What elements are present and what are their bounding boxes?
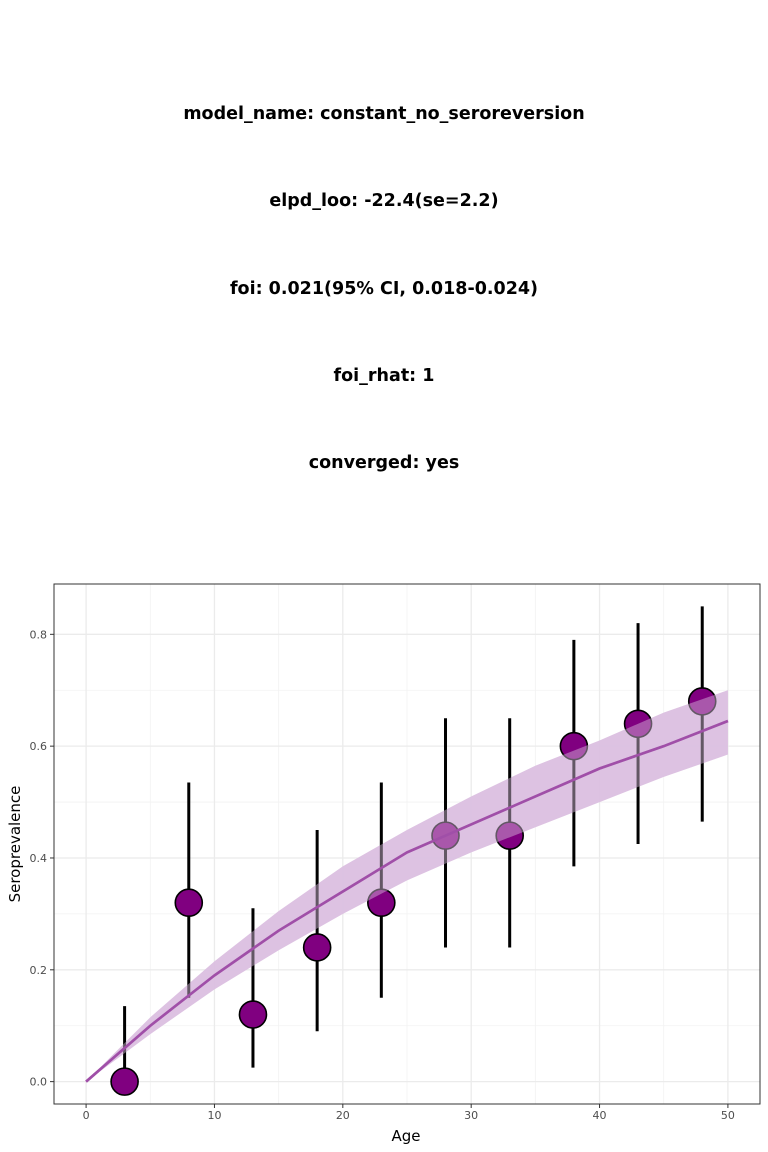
foi-text: foi: 0.021(95% CI, 0.018-0.024) [229, 279, 539, 299]
data-point [174, 888, 204, 918]
x-axis-label: Age [391, 1127, 420, 1145]
data-point [367, 888, 396, 918]
data-point [495, 821, 524, 850]
band-overlay [85, 690, 729, 1083]
x-tick-label: 20 [336, 1109, 350, 1122]
x-tick-label: 40 [593, 1109, 607, 1122]
foi-rhat-text: foi_rhat: 1 [333, 366, 435, 386]
y-tick-label: 0.4 [30, 852, 48, 865]
data-points [110, 687, 717, 1096]
panel-border [53, 583, 761, 1105]
y-tick-label: 0.8 [30, 628, 48, 641]
x-tick-label: 0 [83, 1109, 90, 1122]
y-axis-label: Seroprevalence [6, 786, 24, 903]
elpd-loo-text: elpd_loo: -22.4(se=2.2) [269, 191, 499, 211]
minor-gridlines [54, 584, 760, 1104]
x-tick-label: 50 [721, 1109, 735, 1122]
x-tick-label: 30 [464, 1109, 478, 1122]
fit-credible-band [86, 690, 728, 1082]
data-point [687, 687, 717, 716]
fitted-curve-overlay [85, 719, 729, 1083]
data-point [559, 731, 589, 761]
y-tick-label: 0.2 [30, 964, 48, 977]
data-point [302, 933, 332, 962]
y-tick-label: 0.0 [30, 1076, 48, 1089]
seroprevalence-chart: 0 10 20 30 40 50 0.0 0.2 0.4 0.6 0.8 Age Seroprev… [6, 583, 761, 1145]
converged-text: converged: yes [308, 453, 460, 473]
x-axis: 0 10 20 30 40 50 [83, 1104, 735, 1122]
y-axis: 0.0 0.2 0.4 0.6 0.8 [30, 628, 54, 1089]
data-point [110, 1067, 139, 1096]
data-point [238, 1000, 268, 1029]
data-point [623, 709, 653, 739]
model-name-text: model_name: constant_no_seroreversion [183, 104, 585, 124]
y-tick-label: 0.6 [30, 740, 48, 753]
major-gridlines [54, 584, 760, 1104]
band-overlay-fill [86, 690, 728, 1082]
x-tick-label: 10 [207, 1109, 221, 1122]
